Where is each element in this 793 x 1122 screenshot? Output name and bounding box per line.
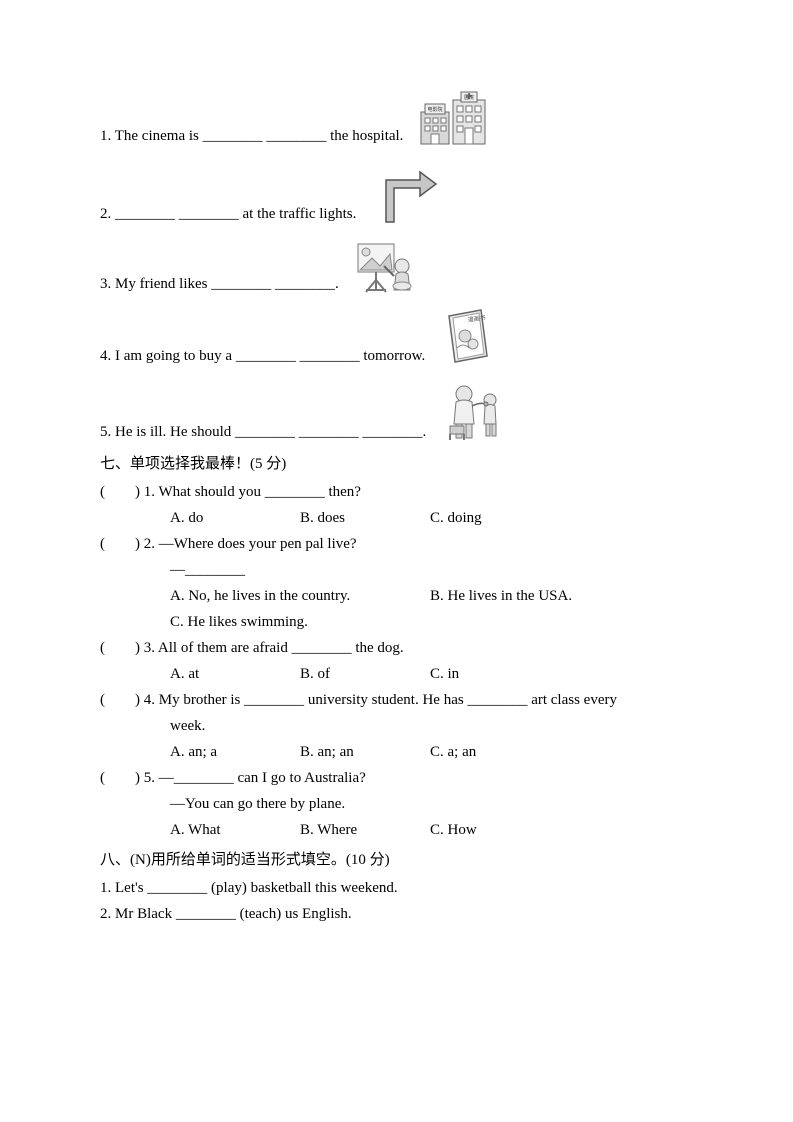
- fill-q4-row: 4. I am going to buy a ________ ________…: [100, 308, 693, 368]
- s7-q4-stem2: week.: [100, 714, 693, 738]
- s7-q1-B: B. does: [300, 506, 430, 530]
- s7-q2-options-c: C. He likes swimming.: [100, 610, 693, 634]
- s7-q4-options: A. an; a B. an; an C. a; an: [100, 740, 693, 764]
- s8-q1: 1. Let's ________ (play) basketball this…: [100, 876, 693, 900]
- fill-q3-text: 3. My friend likes ________ ________.: [100, 272, 346, 296]
- fill-q2-row: 2. ________ ________ at the traffic ligh…: [100, 166, 693, 226]
- fill-q1-row: 1. The cinema is ________ ________ the h…: [100, 90, 693, 148]
- s7-q2-B: B. He lives in the USA.: [430, 584, 690, 608]
- fill-q2-text: 2. ________ ________ at the traffic ligh…: [100, 202, 364, 226]
- svg-text:电影院: 电影院: [427, 106, 442, 113]
- painting-icon: [354, 240, 416, 294]
- fill-q4-text: 4. I am going to buy a ________ ________…: [100, 344, 433, 368]
- s7-q1-stem: ( ) 1. What should you ________ then?: [100, 480, 693, 504]
- s7-q2-stem: ( ) 2. —Where does your pen pal live?: [100, 532, 693, 556]
- s7-q1-A: A. do: [170, 506, 300, 530]
- s7-q4-A: A. an; a: [170, 740, 300, 764]
- turn-right-arrow-icon: [372, 166, 440, 224]
- s7-q5-B: B. Where: [300, 818, 430, 842]
- s7-q4-C: C. a; an: [430, 740, 560, 764]
- s7-q1-options: A. do B. does C. doing: [100, 506, 693, 530]
- s7-q2-stem2: —________: [100, 558, 693, 582]
- s7-q4-B: B. an; an: [300, 740, 430, 764]
- s7-q5-A: A. What: [170, 818, 300, 842]
- section8-title: 八、(N)用所给单词的适当形式填空。(10 分): [100, 848, 693, 872]
- s7-q2-options-ab: A. No, he lives in the country. B. He li…: [100, 584, 693, 608]
- fill-q1-text: 1. The cinema is ________ ________ the h…: [100, 124, 411, 148]
- s7-q5-stem2: —You can go there by plane.: [100, 792, 693, 816]
- s7-q3-stem: ( ) 3. All of them are afraid ________ t…: [100, 636, 693, 660]
- fill-q5-text: 5. He is ill. He should ________ _______…: [100, 420, 434, 444]
- s7-q5-C: C. How: [430, 818, 560, 842]
- buildings-icon: 电影院 医院: [419, 90, 489, 146]
- section7-title: 七、单项选择我最棒！(5 分): [100, 452, 693, 476]
- fill-q3-row: 3. My friend likes ________ ________.: [100, 240, 693, 296]
- fill-q5-row: 5. He is ill. He should ________ _______…: [100, 380, 693, 444]
- s7-q3-B: B. of: [300, 662, 430, 686]
- s7-q3-A: A. at: [170, 662, 300, 686]
- s7-q2-A: A. No, he lives in the country.: [170, 584, 430, 608]
- s7-q3-C: C. in: [430, 662, 560, 686]
- comic-book-icon: 漫画书: [441, 308, 491, 366]
- s7-q1-C: C. doing: [430, 506, 560, 530]
- s7-q3-options: A. at B. of C. in: [100, 662, 693, 686]
- s7-q5-stem: ( ) 5. —________ can I go to Australia?: [100, 766, 693, 790]
- s7-q2-C: C. He likes swimming.: [170, 610, 430, 634]
- s8-q2: 2. Mr Black ________ (teach) us English.: [100, 902, 693, 926]
- s7-q5-options: A. What B. Where C. How: [100, 818, 693, 842]
- see-doctor-icon: [442, 380, 512, 442]
- s7-q4-stem: ( ) 4. My brother is ________ university…: [100, 688, 693, 712]
